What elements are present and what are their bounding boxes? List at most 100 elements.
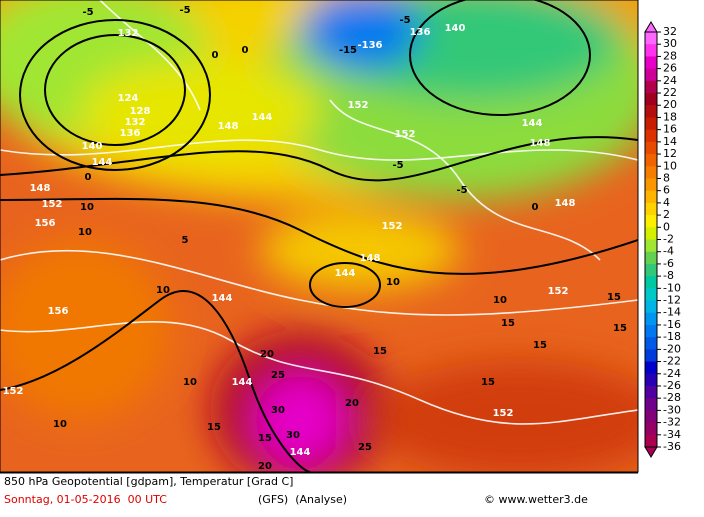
contour-label: 152: [395, 129, 416, 140]
colorbar-segment: [645, 190, 657, 204]
colorbar-segment: [645, 154, 657, 167]
colorbar-tick-label: 20: [663, 98, 677, 111]
colorbar-segment: [645, 215, 657, 228]
colorbar-tick-label: 10: [663, 159, 677, 172]
colorbar-tick-label: 12: [663, 147, 677, 160]
contour-label: 25: [271, 370, 285, 381]
colorbar-segment: [645, 166, 657, 179]
colorbar-tick-label: 6: [663, 184, 670, 197]
contour-label: 144: [252, 112, 273, 123]
colorbar-tick-label: -28: [663, 391, 681, 404]
contour-label: 15: [373, 346, 387, 357]
contour-label: 10: [156, 285, 170, 296]
colorbar-segment: [645, 129, 657, 143]
colorbar-segment: [645, 80, 657, 94]
colorbar-tick-label: -8: [663, 269, 674, 282]
colorbar-bottom-arrow: [644, 446, 658, 458]
colorbar-segment: [645, 312, 657, 326]
colorbar-tick-label: -20: [663, 342, 681, 355]
colorbar-segment: [645, 68, 657, 82]
contour-label: 10: [386, 277, 400, 288]
contour-label: 15: [207, 422, 221, 433]
colorbar-tick-label: -18: [663, 330, 681, 343]
colorbar-segment: [645, 385, 657, 399]
colorbar-tick-label: 32: [663, 25, 677, 38]
contour-label: 144: [290, 447, 311, 458]
contour-label: -136: [357, 40, 382, 51]
contour-label: 136: [120, 128, 141, 139]
colorbar-segment: [645, 105, 657, 118]
colorbar-tick-label: 8: [663, 171, 670, 184]
contour-label: 20: [258, 461, 272, 472]
colorbar-tick-label: -36: [663, 440, 681, 453]
colorbar-segment: [645, 324, 657, 338]
colorbar-segment: [645, 93, 657, 106]
contour-label: -5: [399, 15, 410, 26]
contour-label: 152: [548, 286, 569, 297]
contour-label: -15: [339, 45, 357, 56]
colorbar-segment: [645, 227, 657, 240]
contour-label: 148: [360, 253, 381, 264]
colorbar-segment: [645, 300, 657, 314]
colorbar-tick-label: -2: [663, 233, 674, 246]
colorbar-tick-label: 28: [663, 49, 677, 62]
map-field: [0, 0, 638, 472]
contour-label: 10: [78, 227, 92, 238]
colorbar-segment: [645, 349, 657, 363]
contour-label: 0: [532, 202, 539, 213]
contour-label: -5: [456, 185, 467, 196]
footer-date: Sonntag, 01-05-2016 00 UTC: [4, 493, 167, 506]
contour-label: 30: [286, 430, 300, 441]
colorbar-segment: [645, 44, 657, 57]
footer-title: 850 hPa Geopotential [gdpam], Temperatur…: [4, 475, 293, 488]
colorbar-segment: [645, 373, 657, 387]
colorbar-tick-label: 18: [663, 110, 677, 123]
colorbar-segment: [645, 117, 657, 131]
contour-label: 15: [501, 318, 515, 329]
contour-label: 156: [35, 218, 56, 229]
contour-label: 30: [271, 405, 285, 416]
contour-label: 144: [92, 157, 113, 168]
contour-label: 20: [345, 398, 359, 409]
contour-label: 140: [82, 141, 103, 152]
colorbar-tick-label: -4: [663, 245, 674, 258]
colorbar-tick-label: 2: [663, 208, 670, 221]
contour-label: 15: [258, 433, 272, 444]
contour-label: -5: [179, 5, 190, 16]
contour-label: 136: [410, 27, 431, 38]
colorbar-segment: [645, 276, 657, 289]
colorbar-tick-label: 14: [663, 135, 677, 148]
contour-label: 132: [125, 117, 146, 128]
colorbar-tick-label: -34: [663, 428, 681, 441]
contour-label: 15: [607, 292, 621, 303]
contour-label: 156: [48, 306, 69, 317]
colorbar-segment: [645, 141, 657, 155]
contour-label: 124: [118, 93, 139, 104]
colorbar-segment: [645, 337, 657, 350]
colorbar-tick-label: 24: [663, 74, 677, 87]
contour-label: -5: [392, 160, 403, 171]
colorbar-segment: [645, 410, 657, 424]
colorbar-tick-label: -24: [663, 367, 681, 380]
colorbar-tick-label: 0: [663, 220, 670, 233]
contour-label: 148: [218, 121, 239, 132]
colorbar-tick-label: 4: [663, 196, 670, 209]
colorbar-top-arrow: [644, 21, 658, 33]
contour-label: 144: [522, 118, 543, 129]
contour-label: 144: [335, 268, 356, 279]
colorbar-segment: [645, 263, 657, 277]
contour-label: 152: [42, 199, 63, 210]
colorbar-tick-label: -26: [663, 379, 681, 392]
contour-label: 5: [182, 235, 189, 246]
colorbar-segment: [645, 56, 657, 70]
colorbar-segment: [645, 398, 657, 411]
colorbar-tick-label: -6: [663, 257, 674, 270]
contour-label: 148: [530, 138, 551, 149]
colorbar-tick-label: -16: [663, 318, 681, 331]
colorbar-segment: [645, 288, 657, 302]
colorbar-segment: [645, 251, 657, 265]
contour-label: 148: [30, 183, 51, 194]
colorbar-segment: [645, 434, 657, 448]
contour-label: 128: [130, 106, 151, 117]
contour-label: -5: [82, 7, 93, 18]
